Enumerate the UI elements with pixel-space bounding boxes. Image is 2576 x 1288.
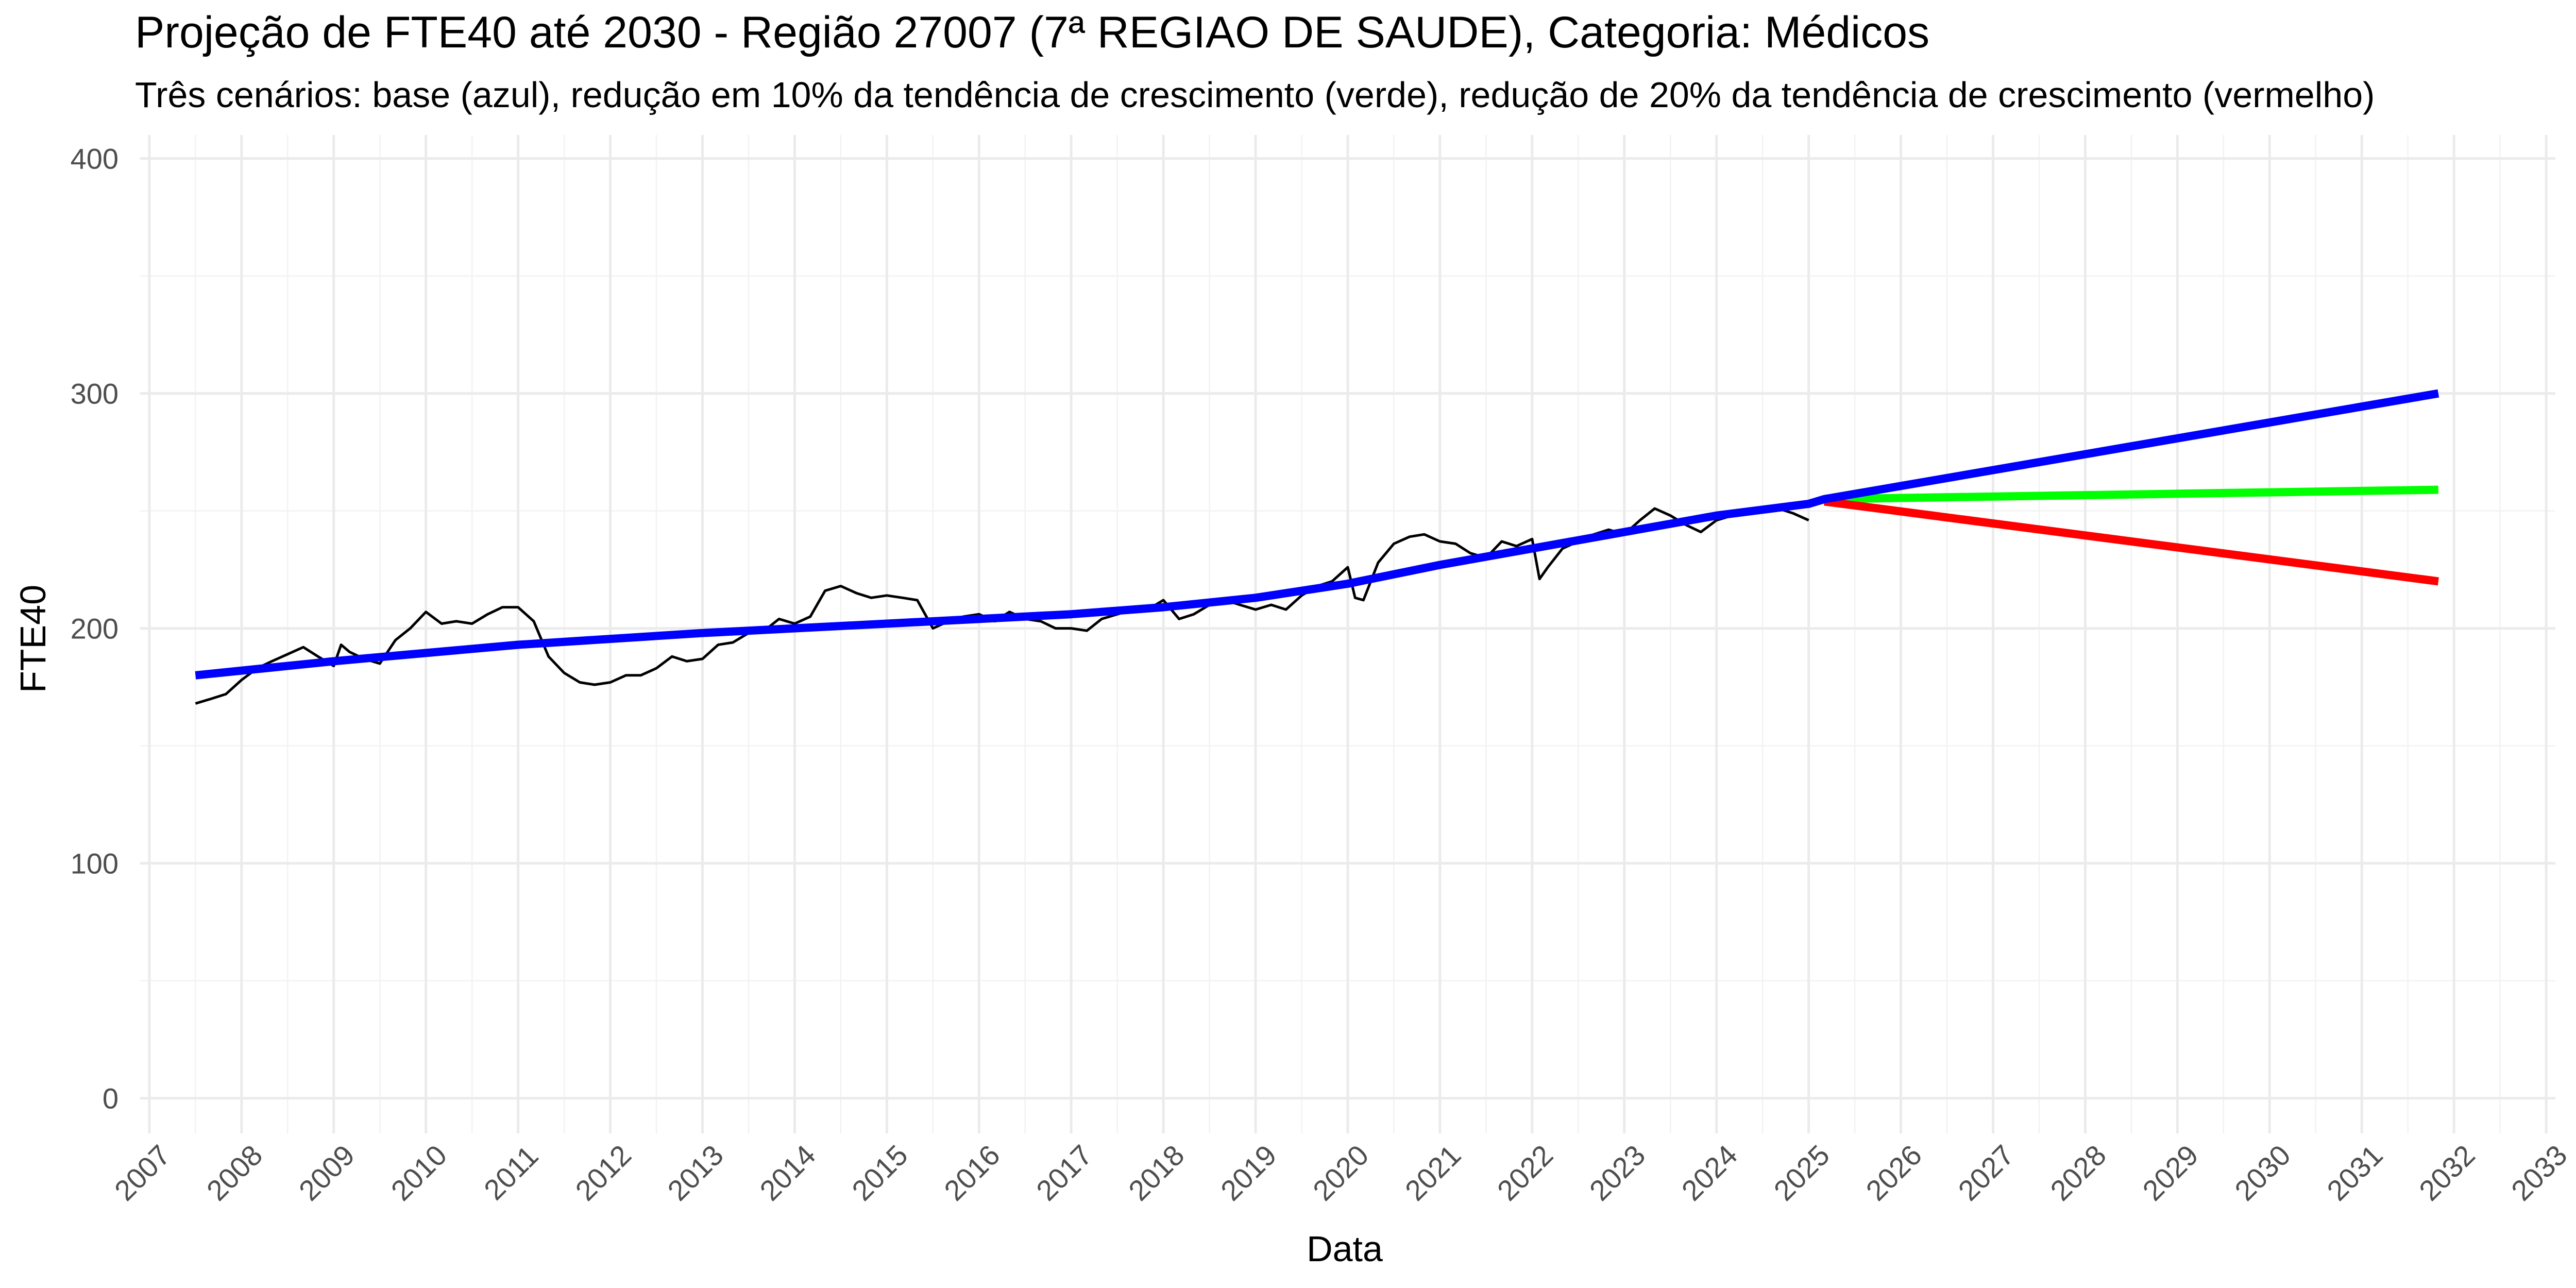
y-axis-ticks: 0 100 200 300 400 — [71, 143, 118, 1115]
base-scenario-line — [195, 389, 2439, 680]
y-tick-label: 0 — [103, 1082, 118, 1115]
chart-title: Projeção de FTE40 até 2030 - Região 2700… — [135, 8, 1929, 57]
y-axis-label: FTE40 — [13, 585, 53, 693]
y-tick-label: 400 — [71, 143, 118, 175]
x-axis-label: Data — [1307, 1229, 1383, 1269]
observed-series-line — [195, 507, 1809, 705]
reduction-20-scenario-line — [1824, 497, 2439, 586]
y-tick-label: 100 — [71, 848, 118, 880]
reduction-10-scenario-line — [1824, 485, 2438, 503]
y-tick-label: 200 — [71, 613, 118, 645]
y-tick-label: 300 — [71, 378, 118, 410]
chart-subtitle: Três cenários: base (azul), redução em 1… — [135, 75, 2375, 115]
grid — [140, 135, 2555, 1133]
series-lines — [195, 389, 2439, 705]
